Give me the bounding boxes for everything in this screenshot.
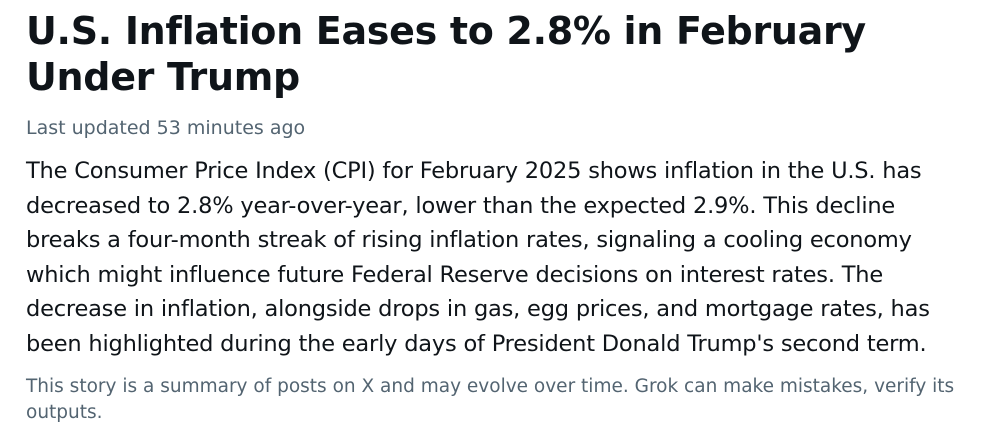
story-summary: The Consumer Price Index (CPI) for Febru… xyxy=(26,158,930,357)
story-headline: U.S. Inflation Eases to 2.8% in February… xyxy=(26,9,866,99)
last-updated-timestamp: Last updated 53 minutes ago xyxy=(26,117,306,139)
grok-disclaimer: This story is a summary of posts on X an… xyxy=(26,376,955,423)
